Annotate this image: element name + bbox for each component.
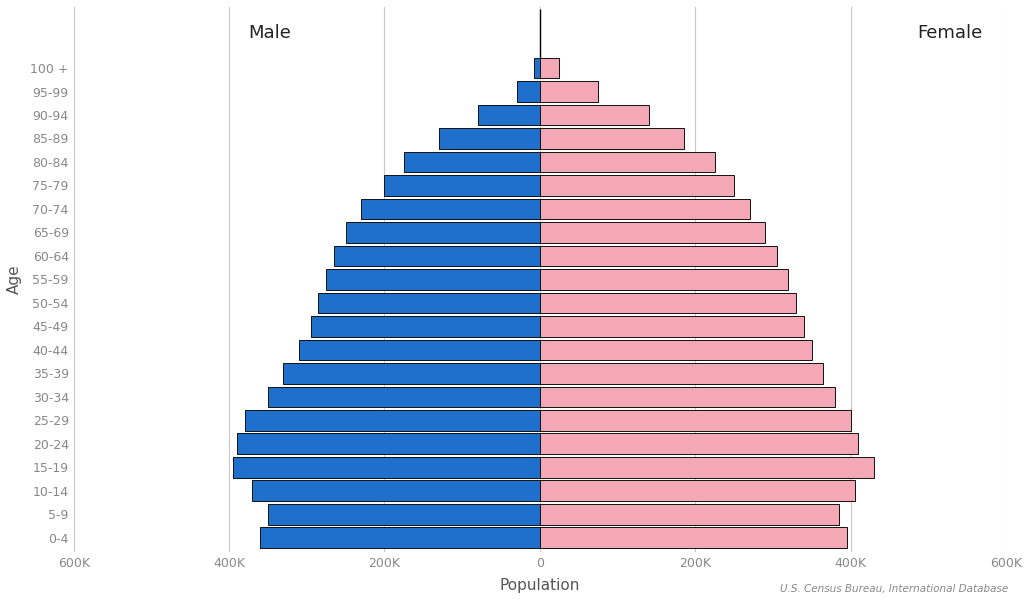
Bar xyxy=(438,128,540,149)
Bar xyxy=(540,316,804,337)
Bar xyxy=(268,386,540,407)
Bar xyxy=(540,128,683,149)
Bar xyxy=(540,222,766,243)
Bar xyxy=(540,433,858,454)
Bar xyxy=(540,104,648,125)
Bar xyxy=(283,363,540,383)
Bar xyxy=(517,81,540,102)
Bar xyxy=(299,340,540,360)
Bar xyxy=(260,527,540,548)
Bar xyxy=(477,104,540,125)
Bar xyxy=(540,199,750,219)
Bar xyxy=(540,410,851,431)
Bar xyxy=(540,58,560,79)
Bar xyxy=(534,58,540,79)
Bar xyxy=(326,269,540,290)
Bar xyxy=(268,504,540,524)
Bar xyxy=(346,222,540,243)
Bar xyxy=(540,481,854,501)
Bar xyxy=(540,152,715,172)
Bar xyxy=(540,175,734,196)
Bar xyxy=(540,386,836,407)
Bar xyxy=(311,316,540,337)
Bar xyxy=(540,363,823,383)
Bar xyxy=(540,293,796,313)
Bar xyxy=(361,199,540,219)
Bar xyxy=(540,245,777,266)
Bar xyxy=(318,293,540,313)
Bar xyxy=(334,245,540,266)
Bar xyxy=(540,340,812,360)
Text: Male: Male xyxy=(248,24,291,42)
Bar xyxy=(237,433,540,454)
Bar xyxy=(540,269,788,290)
Bar xyxy=(403,152,540,172)
Bar xyxy=(245,410,540,431)
Bar xyxy=(540,527,847,548)
Bar xyxy=(540,81,598,102)
Bar xyxy=(233,457,540,478)
Bar xyxy=(540,457,874,478)
X-axis label: Population: Population xyxy=(500,578,580,593)
Bar xyxy=(252,481,540,501)
Text: Female: Female xyxy=(918,24,983,42)
Text: U.S. Census Bureau, International Database: U.S. Census Bureau, International Databa… xyxy=(780,584,1008,594)
Bar xyxy=(540,504,839,524)
Bar xyxy=(385,175,540,196)
Y-axis label: Age: Age xyxy=(7,265,22,294)
